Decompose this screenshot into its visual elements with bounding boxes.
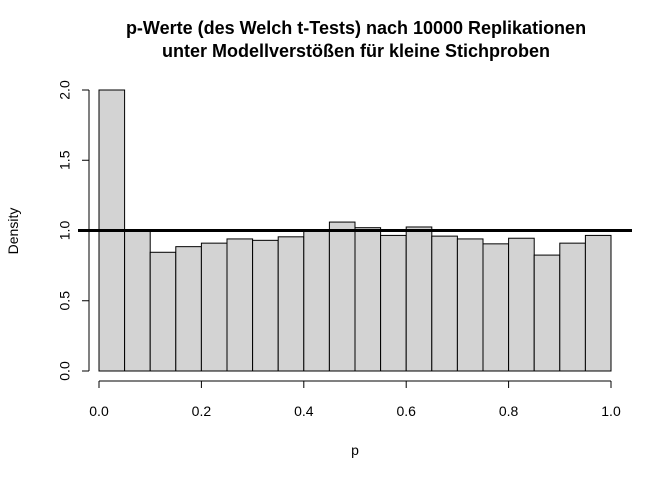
y-tick-label: 0.0 — [57, 361, 73, 381]
histogram-bar — [354, 227, 382, 372]
histogram-bar — [559, 242, 586, 372]
y-tick-label: 1.0 — [57, 221, 73, 241]
x-tick-label: 0.2 — [192, 403, 212, 419]
histogram-bar — [456, 238, 484, 372]
histogram-bar — [533, 254, 561, 372]
y-axis: 0.0 0.5 1.0 1.5 2.0 — [57, 80, 90, 381]
histogram-bar — [482, 243, 510, 372]
histogram-bar — [277, 236, 305, 372]
chart-title-line-1: p-Werte (des Welch t-Tests) nach 10000 R… — [126, 18, 586, 38]
x-tick-label: 0.8 — [499, 403, 519, 419]
histogram-bar — [328, 221, 356, 372]
histogram-bar — [226, 238, 254, 372]
y-tick-label: 1.5 — [57, 150, 73, 170]
histogram-bar — [149, 251, 177, 372]
histogram-bar — [405, 226, 433, 372]
histogram-bar — [380, 234, 407, 372]
histogram-bar — [124, 230, 151, 372]
histogram-bar — [508, 237, 535, 372]
y-tick-label: 2.0 — [57, 80, 73, 100]
histogram-bar — [303, 230, 330, 372]
histogram-bar — [431, 235, 458, 372]
x-axis: 0.0 0.2 0.4 0.6 0.8 1.0 — [89, 380, 621, 419]
histogram-bar — [584, 234, 612, 372]
x-tick-label: 0.6 — [396, 403, 416, 419]
x-tick-label: 1.0 — [601, 403, 621, 419]
x-tick-label: 0.0 — [89, 403, 109, 419]
histogram-bars — [98, 89, 612, 372]
chart-title-line-2: unter Modellverstößen für kleine Stichpr… — [162, 41, 550, 61]
histogram-bar — [175, 246, 202, 372]
histogram-bar — [252, 239, 279, 372]
y-tick-label: 0.5 — [57, 291, 73, 311]
histogram-bar — [200, 242, 228, 372]
x-tick-label: 0.4 — [294, 403, 314, 419]
y-axis-label: Density — [5, 208, 21, 255]
x-axis-label: p — [351, 442, 359, 458]
